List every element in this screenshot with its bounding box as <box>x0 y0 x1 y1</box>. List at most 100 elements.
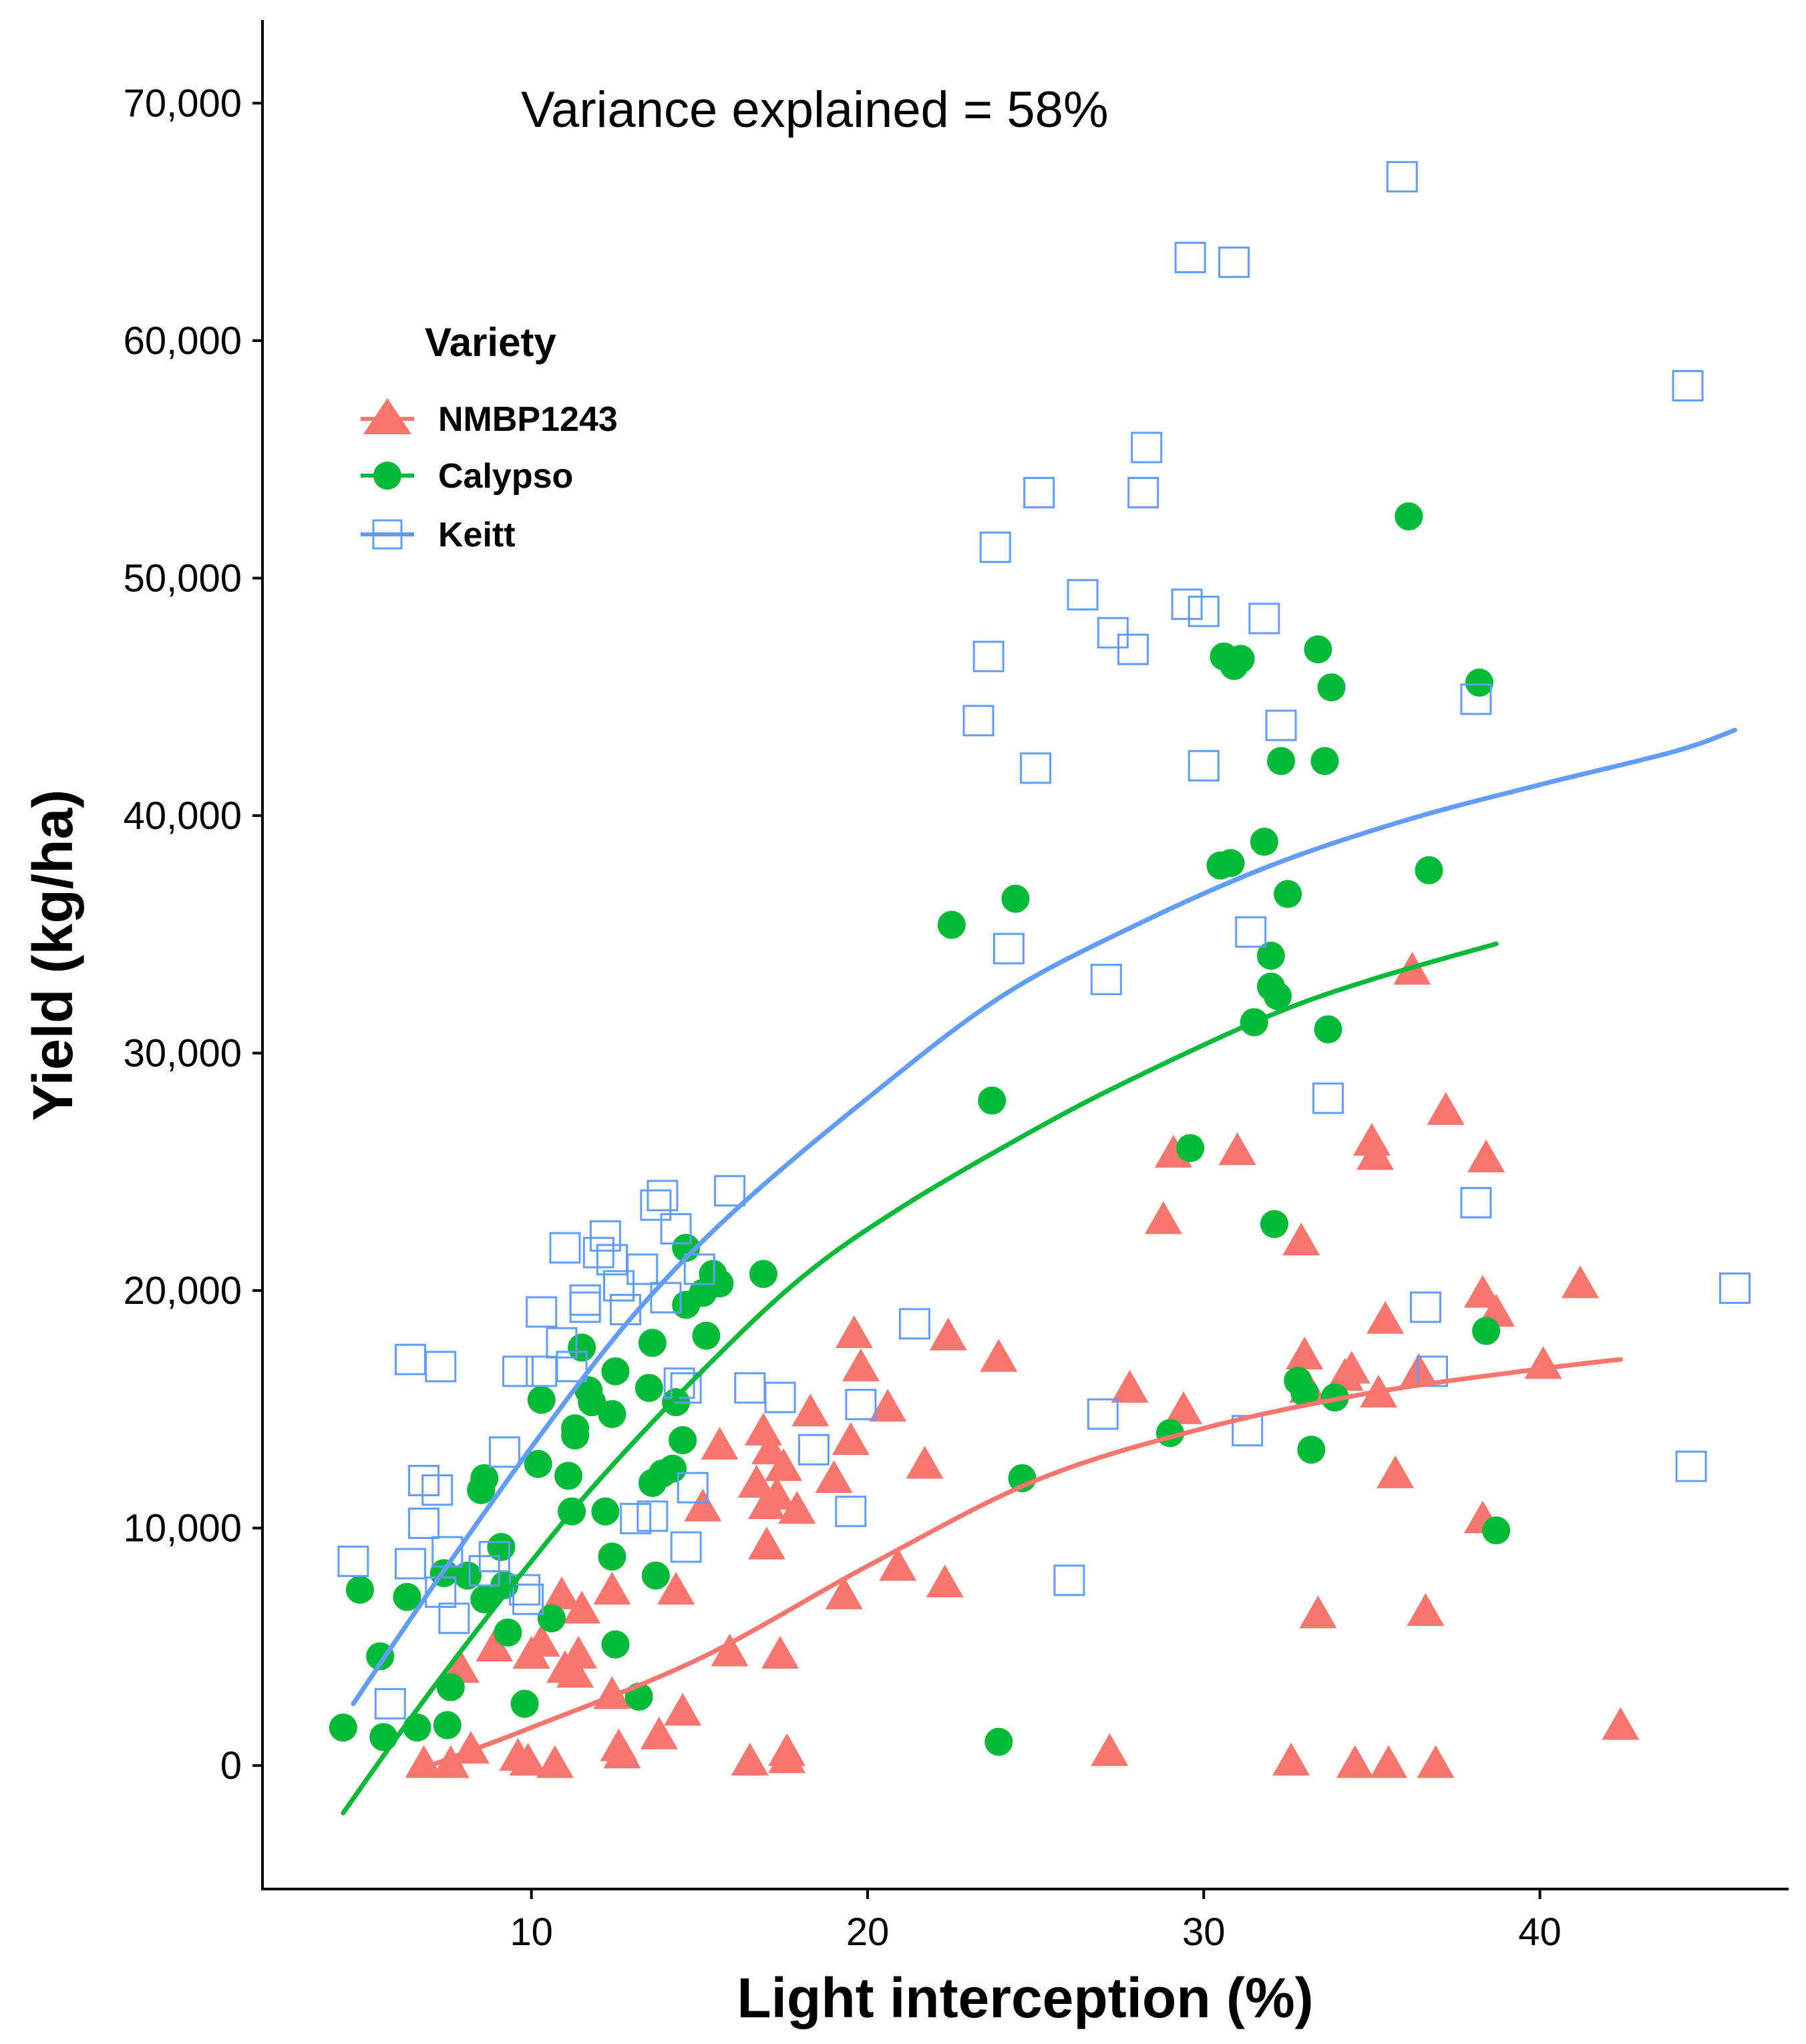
point-nmbp1243 <box>1111 1369 1149 1403</box>
point-calypso <box>510 1689 539 1718</box>
point-keitt <box>1386 161 1418 193</box>
point-keitt <box>374 1688 406 1720</box>
point-calypso <box>329 1713 357 1742</box>
point-nmbp1243 <box>1332 1351 1371 1384</box>
fit-curve-calypso <box>341 941 1499 1816</box>
x-tick-label: 40 <box>1518 1910 1562 1954</box>
point-nmbp1243 <box>684 1488 722 1522</box>
point-nmbp1243 <box>1467 1139 1505 1172</box>
point-nmbp1243 <box>765 1448 803 1482</box>
y-tick-label: 70,000 <box>124 81 242 125</box>
legend-circle-icon <box>373 462 401 490</box>
point-keitt <box>1117 633 1149 665</box>
point-calypso <box>1415 856 1443 884</box>
point-calypso <box>635 1373 663 1402</box>
point-calypso <box>1465 668 1493 697</box>
point-calypso <box>1482 1516 1511 1545</box>
point-nmbp1243 <box>431 1745 470 1778</box>
point-keitt <box>603 1270 635 1302</box>
point-nmbp1243 <box>556 1655 594 1688</box>
point-nmbp1243 <box>1370 1745 1408 1778</box>
point-keitt <box>677 1472 709 1504</box>
point-keitt <box>425 1351 457 1383</box>
point-nmbp1243 <box>603 1735 641 1769</box>
point-calypso <box>393 1582 421 1611</box>
point-keitt <box>714 1175 746 1207</box>
legend-label-calypso: Calypso <box>438 457 573 496</box>
point-nmbp1243 <box>1299 1595 1337 1629</box>
point-nmbp1243 <box>1400 1353 1438 1386</box>
point-keitt <box>1409 1291 1441 1323</box>
point-keitt <box>1265 709 1297 741</box>
point-keitt <box>408 1507 440 1539</box>
point-keitt <box>979 531 1011 563</box>
point-calypso <box>984 1727 1013 1756</box>
x-axis-ticks: 10 20 30 40 <box>510 1889 1562 1954</box>
point-nmbp1243 <box>1561 1265 1599 1299</box>
point-keitt <box>764 1381 796 1413</box>
point-keitt <box>670 1372 702 1404</box>
point-keitt <box>845 1389 877 1421</box>
point-keitt <box>1087 1398 1119 1430</box>
point-calypso <box>937 910 966 939</box>
point-calypso <box>978 1086 1007 1115</box>
point-calypso <box>470 1585 499 1614</box>
point-nmbp1243 <box>1165 1391 1203 1424</box>
point-calypso <box>598 1399 626 1428</box>
point-nmbp1243 <box>926 1564 964 1598</box>
point-keitt <box>962 705 995 737</box>
point-calypso <box>1267 747 1296 776</box>
legend-square-icon <box>372 519 403 550</box>
y-axis-ticks: 0 10,000 20,000 30,000 40,000 50,000 60,000 70,… <box>124 81 262 1787</box>
point-calypso <box>692 1321 721 1350</box>
point-calypso <box>433 1711 462 1739</box>
fitted-curves <box>341 727 1737 1816</box>
legend-item-keitt: Keitt <box>361 516 516 554</box>
point-keitt <box>1188 595 1220 627</box>
point-calypso <box>749 1260 777 1289</box>
point-keitt <box>546 1327 578 1359</box>
point-calypso <box>494 1619 522 1647</box>
point-keitt <box>1090 963 1122 995</box>
point-calypso <box>591 1497 620 1526</box>
point-keitt <box>1460 683 1492 715</box>
point-keitt <box>835 1496 867 1528</box>
point-nmbp1243 <box>542 1576 580 1610</box>
legend-title: Variety <box>425 320 556 365</box>
x-tick-label: 10 <box>510 1910 553 1954</box>
y-axis-title: Yield (kg/ha) <box>21 790 84 1121</box>
point-keitt <box>1174 242 1206 274</box>
point-nmbp1243 <box>842 1348 880 1381</box>
point-nmbp1243 <box>1336 1745 1374 1778</box>
point-nmbp1243 <box>791 1393 830 1427</box>
point-nmbp1243 <box>664 1693 702 1726</box>
y-tick-label: 60,000 <box>124 319 242 363</box>
point-calypso <box>1472 1317 1501 1345</box>
point-nmbp1243 <box>825 1576 863 1610</box>
y-tick-label: 20,000 <box>124 1269 242 1313</box>
point-nmbp1243 <box>1218 1132 1256 1166</box>
point-keitt <box>1023 476 1055 508</box>
point-nmbp1243 <box>711 1633 749 1667</box>
point-keitt <box>1067 578 1099 611</box>
point-nmbp1243 <box>657 1572 695 1605</box>
point-nmbp1243 <box>815 1460 853 1493</box>
point-nmbp1243 <box>476 1629 514 1662</box>
point-keitt <box>1416 1355 1448 1387</box>
point-nmbp1243 <box>593 1572 631 1605</box>
point-calypso <box>1304 635 1332 664</box>
point-keitt <box>438 1602 470 1635</box>
point-keitt <box>1460 1187 1492 1219</box>
point-calypso <box>1395 502 1423 531</box>
point-calypso <box>403 1713 431 1742</box>
point-nmbp1243 <box>536 1745 574 1778</box>
point-calypso <box>554 1462 583 1490</box>
point-keitt <box>1127 476 1159 508</box>
point-calypso <box>1226 645 1255 673</box>
point-keitt <box>589 1220 621 1252</box>
point-keitt <box>1248 603 1280 635</box>
point-nmbp1243 <box>1463 1274 1501 1308</box>
point-calypso <box>1001 884 1030 913</box>
point-keitt <box>421 1474 454 1506</box>
